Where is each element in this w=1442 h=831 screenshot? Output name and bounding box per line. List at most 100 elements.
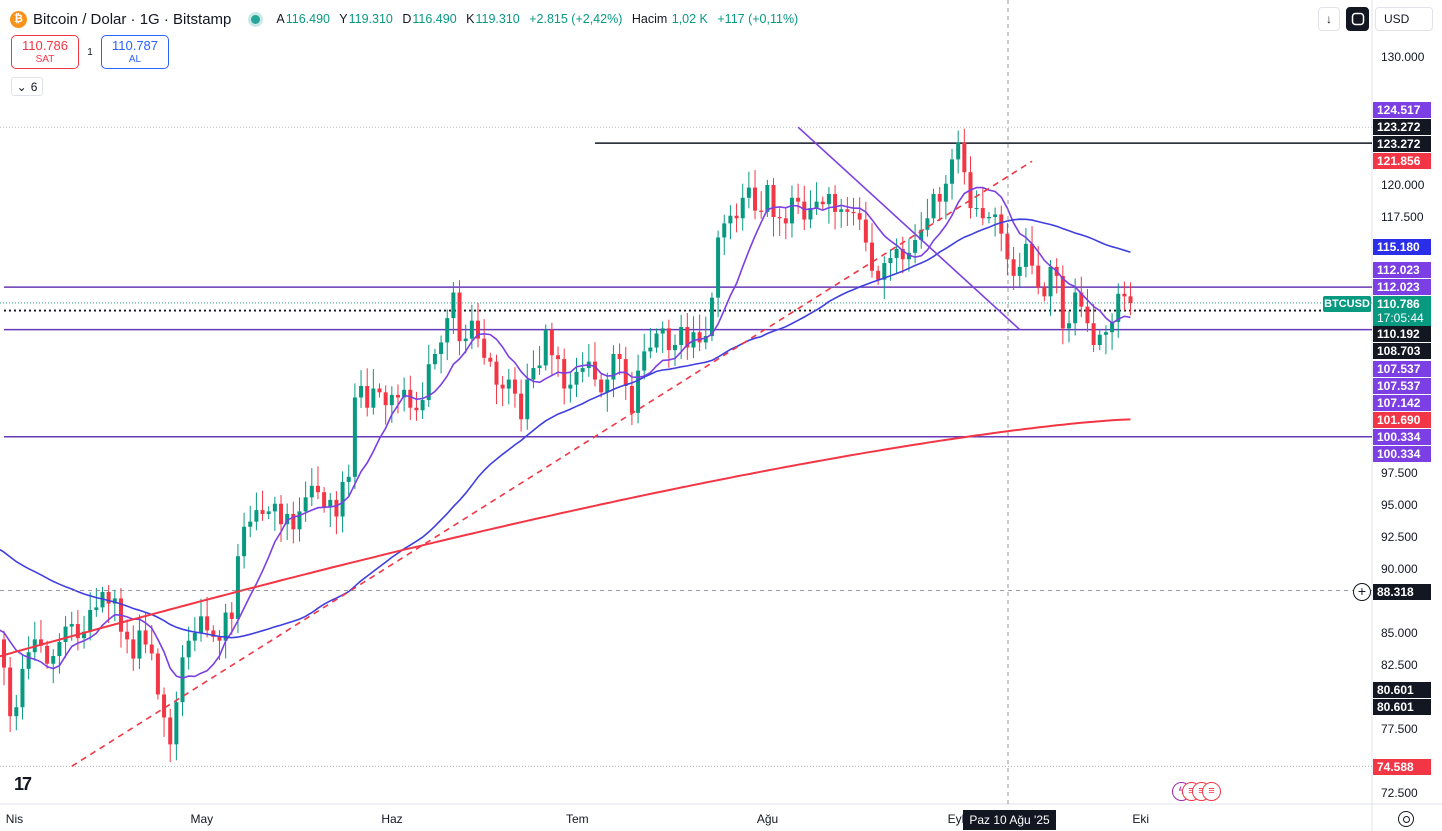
candle-body — [174, 702, 179, 745]
candle-body — [599, 379, 604, 393]
ohlc-values: A116.490 Y119.310 D116.490 K119.310 +2.8… — [276, 12, 799, 26]
axis-price-label: 112.023 — [1373, 279, 1431, 295]
candle-body — [1085, 306, 1090, 324]
currency-select[interactable]: USD — [1375, 7, 1433, 31]
symbol-title[interactable]: Bitcoin / Dolar · 1G · Bitstamp — [33, 10, 232, 28]
candle-body — [223, 612, 228, 641]
candle-body — [728, 215, 733, 224]
x-tick-label: Eyl — [947, 812, 965, 826]
candle-body — [137, 630, 142, 659]
candle-body — [950, 159, 955, 184]
x-tick-label: Tem — [566, 812, 589, 826]
buy-button[interactable]: 110.787 AL — [101, 35, 169, 69]
gear-icon[interactable] — [1398, 811, 1414, 827]
spread-value: 1 — [87, 46, 93, 58]
candle-body — [685, 327, 690, 348]
y-tick-label: 120.000 — [1381, 178, 1425, 192]
candle-body — [297, 511, 302, 530]
axis-price-label: 108.703 — [1373, 343, 1431, 359]
arrow-down-icon: ↓ — [1326, 12, 1332, 26]
axis-price-label: 123.272 — [1373, 119, 1431, 135]
candle-body — [45, 645, 50, 664]
candle-body — [26, 652, 31, 669]
candle-body — [1060, 275, 1065, 329]
candle-body — [1017, 266, 1022, 276]
candle-body — [14, 707, 19, 717]
candle-body — [476, 320, 481, 339]
axis-price-label: 101.690 — [1373, 412, 1431, 428]
candle-body — [75, 624, 80, 639]
candle-body — [549, 329, 554, 356]
candle-body — [956, 142, 961, 160]
candle-body — [1110, 321, 1115, 333]
candle-body — [962, 142, 967, 173]
candle-body — [131, 639, 136, 659]
market-open-icon — [251, 14, 261, 24]
candle-body — [365, 385, 370, 408]
candle-body — [340, 481, 345, 517]
candle-body — [703, 336, 708, 343]
candle-body — [906, 252, 911, 260]
candle-body — [402, 389, 407, 398]
flag-icon[interactable]: ≡ — [1202, 782, 1221, 801]
tradingview-logo[interactable]: 17 — [14, 774, 32, 794]
x-tick-label: Eki — [1132, 812, 1150, 826]
candle-body — [519, 393, 524, 420]
candle-body — [740, 197, 745, 219]
candle-body — [1079, 292, 1084, 307]
candle-body — [279, 503, 284, 525]
y-tick-label: 130.000 — [1381, 50, 1425, 64]
candle-body — [709, 297, 714, 337]
axis-price-label: 107.537 — [1373, 361, 1431, 377]
axis-price-label: 100.334 — [1373, 429, 1431, 445]
candle-body — [845, 209, 850, 212]
candle-body — [636, 370, 641, 413]
candle-body — [722, 223, 727, 238]
candle-body — [272, 503, 277, 512]
candle-body — [537, 365, 542, 369]
candle-body — [673, 345, 678, 351]
y-tick-label: 72.500 — [1381, 786, 1418, 800]
ma-200-line — [0, 418, 1131, 658]
candle-body — [463, 338, 468, 342]
y-tick-label: 77.500 — [1381, 722, 1418, 736]
candle-body — [876, 270, 881, 280]
candle-body — [986, 217, 991, 219]
candle-body — [943, 183, 948, 202]
candle-body — [525, 379, 530, 420]
candle-body — [125, 631, 130, 640]
symbol-badge: BTCUSD — [1323, 296, 1371, 312]
candle-body — [900, 249, 905, 260]
candle-body — [512, 379, 517, 394]
indicators-toggle[interactable]: ⌄ 6 — [11, 77, 43, 96]
add-alert-icon[interactable]: + — [1353, 583, 1371, 601]
candle-body — [666, 328, 671, 351]
candle-body — [1011, 259, 1016, 276]
candle-body — [359, 385, 364, 398]
candle-body — [20, 668, 25, 708]
candle-body — [771, 185, 776, 217]
candle-body — [1103, 332, 1108, 335]
event-icons[interactable]: ϟ ≡ ≡ ≡ — [1172, 782, 1221, 801]
candle-body — [931, 193, 936, 219]
candle-body — [999, 214, 1004, 234]
candle-body — [180, 657, 185, 703]
axis-price-label: 74.588 — [1373, 759, 1431, 775]
download-button[interactable]: ↓ — [1318, 7, 1340, 31]
candle-body — [980, 208, 985, 219]
candle-body — [993, 214, 998, 217]
sell-button[interactable]: 110.786 SAT — [11, 35, 79, 69]
candle-body — [69, 624, 74, 627]
chart-type-button[interactable] — [1346, 7, 1369, 31]
candle-body — [229, 612, 234, 619]
candle-body — [494, 361, 499, 385]
candle-body — [568, 384, 573, 389]
candle-body — [248, 521, 253, 527]
change-value: +2.815 (+2,42%) — [529, 12, 623, 26]
chevron-down-icon: ⌄ — [16, 79, 27, 94]
axis-price-label: 107.142 — [1373, 395, 1431, 411]
candle-body — [765, 185, 770, 212]
candle-body — [697, 332, 702, 343]
candle-body — [826, 193, 831, 205]
